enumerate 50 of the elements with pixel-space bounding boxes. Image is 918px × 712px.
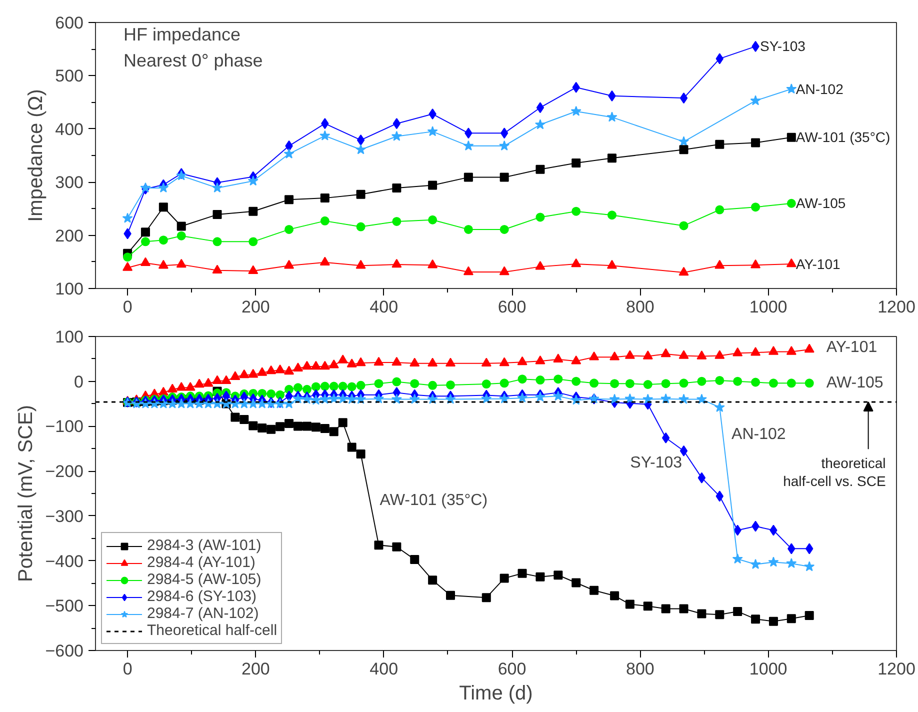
legend-label: 2984-4 (AY-101)	[147, 554, 256, 571]
series-label: AY-101	[796, 256, 840, 272]
x-tick-label: 1000	[749, 660, 788, 678]
y-tick-label: 500	[55, 66, 84, 86]
y-tick-label: −200	[45, 462, 84, 482]
x-tick-label: 1200	[878, 660, 916, 678]
x-tick-label: 1000	[749, 298, 788, 316]
annotation: AY-101	[826, 339, 878, 356]
x-tick-label: 400	[370, 298, 398, 316]
series-label: AW-101 (35°C)	[796, 128, 890, 145]
x-tick-label: 600	[498, 660, 526, 678]
x-tick-label: 0	[122, 660, 132, 678]
y-tick-label: 0	[74, 372, 84, 392]
x-tick-label: 800	[626, 298, 654, 316]
legend-label: Theoretical half-cell	[147, 622, 278, 639]
annotation: SY-103	[630, 454, 682, 472]
y-tick-label: 300	[55, 173, 84, 192]
x-axis-title: Time (d)	[459, 682, 533, 704]
y-axis-title: Potential (mV, SCE)	[15, 404, 38, 582]
y-tick-label: −500	[45, 596, 84, 616]
annotation: theoretical half-cell vs. SCE	[783, 454, 886, 489]
series-label: AN-102	[796, 80, 844, 96]
x-tick-label: 200	[242, 298, 270, 316]
x-tick-label: 600	[498, 298, 526, 316]
y-tick-label: −100	[45, 417, 84, 436]
annotation: AW-101 (35°C)	[380, 492, 488, 510]
annotation: AW-105	[826, 374, 884, 392]
y-tick-label: 100	[55, 328, 84, 346]
x-tick-label: 400	[370, 660, 398, 678]
y-tick-label: −400	[45, 552, 84, 571]
annotation: HF impedance	[124, 24, 241, 44]
y-tick-label: −600	[45, 642, 84, 660]
legend-label: 2984-3 (AW-101)	[147, 537, 262, 554]
y-tick-label: −300	[45, 506, 84, 526]
legend-label: 2984-5 (AW-105)	[147, 571, 262, 588]
y-tick-label: 600	[55, 14, 84, 32]
x-tick-label: 200	[242, 660, 270, 678]
series-label: SY-103	[760, 38, 806, 54]
y-tick-label: 100	[55, 280, 84, 298]
series-label: AW-105	[796, 194, 846, 211]
legend-label: 2984-7 (AN-102)	[147, 605, 259, 622]
x-tick-label: 800	[626, 660, 654, 678]
y-tick-label: 400	[55, 120, 84, 139]
legend-label: 2984-6 (SY-103)	[147, 588, 257, 605]
annotation: Nearest 0° phase	[124, 50, 263, 70]
y-tick-label: 200	[55, 226, 84, 246]
y-axis-title: Impedance (Ω)	[25, 89, 48, 222]
annotation: AN-102	[732, 426, 786, 443]
x-tick-label: 0	[122, 298, 132, 316]
x-tick-label: 1200	[878, 298, 916, 316]
